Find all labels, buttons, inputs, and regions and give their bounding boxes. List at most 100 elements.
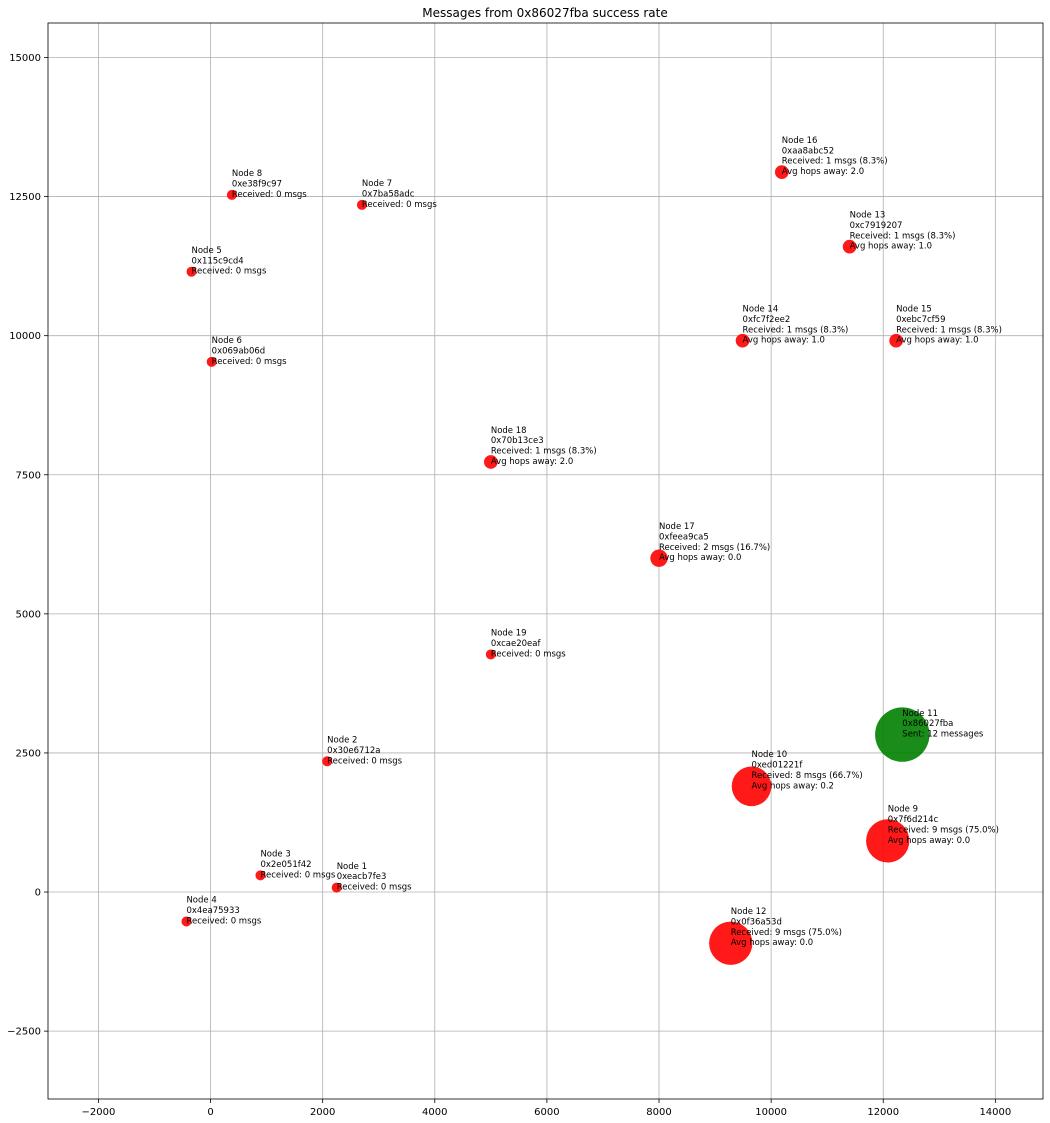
data-point-label: Received: 0 msgs bbox=[337, 883, 412, 893]
data-points bbox=[181, 165, 930, 965]
data-point-label: Avg hops away: 0.0 bbox=[659, 553, 741, 563]
data-point-label: Sent: 12 messages bbox=[902, 730, 984, 740]
data-point bbox=[731, 766, 772, 807]
data-point-label: Received: 0 msgs bbox=[212, 357, 287, 367]
x-tick-label: 2000 bbox=[310, 1107, 335, 1118]
data-point bbox=[485, 649, 496, 660]
chart-title: Messages from 0x86027fba success rate bbox=[422, 6, 667, 20]
y-tick-label: 2500 bbox=[16, 748, 41, 759]
data-point bbox=[255, 870, 266, 881]
data-point-label: Node 8 bbox=[232, 169, 262, 179]
y-tick-label: 5000 bbox=[16, 609, 41, 620]
data-point bbox=[322, 756, 333, 767]
y-tick-label: −2500 bbox=[7, 1027, 41, 1038]
data-point bbox=[875, 707, 930, 762]
data-point bbox=[889, 333, 903, 348]
plot-frame bbox=[47, 22, 1044, 1100]
data-point-label: Received: 2 msgs (16.7%) bbox=[659, 543, 770, 553]
data-point-label: Node 19 bbox=[491, 629, 527, 639]
y-tick-label: 12500 bbox=[9, 192, 41, 203]
data-point-label: Node 10 bbox=[752, 750, 788, 760]
data-point-label: Received: 0 msgs bbox=[362, 200, 437, 210]
data-point-label: 0x069ab06d bbox=[212, 346, 265, 356]
data-point-label: Node 9 bbox=[888, 805, 918, 815]
data-point bbox=[774, 165, 789, 179]
data-point bbox=[181, 916, 192, 927]
data-point-label: Received: 0 msgs bbox=[327, 756, 402, 766]
y-tick-label: 7500 bbox=[16, 470, 41, 481]
data-point-label: Avg hops away: 0.2 bbox=[752, 781, 834, 791]
data-point bbox=[356, 199, 367, 210]
data-point-label: Received: 0 msgs bbox=[232, 190, 307, 200]
data-point-label: Node 12 bbox=[731, 907, 767, 917]
data-point-label: Node 6 bbox=[212, 336, 242, 346]
data-point-label: 0xaa8abc52 bbox=[782, 146, 834, 156]
data-point-label: 0x0f36a53d bbox=[731, 917, 782, 927]
data-point-label: 0xeacb7fe3 bbox=[337, 872, 387, 882]
data-point-label: Received: 0 msgs bbox=[491, 649, 566, 659]
data-point-label: Received: 1 msgs (8.3%) bbox=[896, 325, 1002, 335]
data-point-label: Node 16 bbox=[782, 136, 818, 146]
data-point-label: Node 3 bbox=[260, 850, 290, 860]
x-tick-label: 14000 bbox=[979, 1107, 1011, 1118]
data-point-label: Avg hops away: 1.0 bbox=[743, 336, 825, 346]
data-point-label: Node 4 bbox=[186, 896, 216, 906]
x-tick-label: 0 bbox=[207, 1107, 213, 1118]
y-tick-label: 10000 bbox=[9, 331, 41, 342]
data-point-label: Received: 1 msgs (8.3%) bbox=[782, 157, 888, 167]
data-point-label: Received: 1 msgs (8.3%) bbox=[491, 447, 597, 457]
data-point bbox=[735, 333, 750, 348]
data-point-label: Node 5 bbox=[192, 246, 222, 256]
data-point-label: 0x2e051f42 bbox=[260, 860, 311, 870]
data-point bbox=[483, 455, 498, 469]
data-point-label: 0x86027fba bbox=[902, 719, 953, 729]
x-tick-label: 10000 bbox=[755, 1107, 787, 1118]
x-tick-label: −2000 bbox=[82, 1107, 116, 1118]
data-point-label: 0x70b13ce3 bbox=[491, 436, 544, 446]
data-point-label: Received: 0 msgs bbox=[186, 917, 261, 927]
data-point bbox=[650, 549, 668, 567]
data-point-label: 0xe38f9c97 bbox=[232, 180, 282, 190]
data-point-label: Node 7 bbox=[362, 179, 392, 189]
data-point-label: Received: 0 msgs bbox=[260, 870, 335, 880]
data-point-label: Avg hops away: 2.0 bbox=[782, 167, 864, 177]
data-point-label: Node 2 bbox=[327, 735, 357, 745]
data-point-label: 0xfc7f2ee2 bbox=[743, 315, 791, 325]
data-point bbox=[331, 882, 342, 893]
data-point-label: Avg hops away: 1.0 bbox=[896, 336, 978, 346]
data-point-label: Node 13 bbox=[850, 210, 886, 220]
data-point-label: Received: 9 msgs (75.0%) bbox=[888, 825, 999, 835]
data-point-label: Received: 1 msgs (8.3%) bbox=[850, 231, 956, 241]
data-point bbox=[709, 921, 753, 965]
data-point-label: Received: 9 msgs (75.0%) bbox=[731, 928, 842, 938]
data-point-label: Node 18 bbox=[491, 426, 527, 436]
x-tick-label: 8000 bbox=[646, 1107, 671, 1118]
data-point-label: 0x7f6d214c bbox=[888, 815, 939, 825]
data-point-label: Avg hops away: 0.0 bbox=[888, 836, 970, 846]
axis-ticks: −2000 0 2000 4000 6000 8000 10000 12000 14000 −25… bbox=[7, 53, 1011, 1118]
grid-lines bbox=[48, 23, 1043, 1099]
data-point-label: Received: 1 msgs (8.3%) bbox=[743, 325, 849, 335]
data-point-label: 0x115c9cd4 bbox=[192, 256, 244, 266]
data-point bbox=[866, 819, 910, 863]
data-point-label: 0x4ea75933 bbox=[186, 906, 239, 916]
data-point-label: 0xed01221f bbox=[752, 761, 804, 771]
data-point-label: Node 1 bbox=[337, 862, 367, 872]
x-tick-label: 12000 bbox=[867, 1107, 899, 1118]
data-point-label: Node 15 bbox=[896, 304, 932, 314]
data-point-label: Avg hops away: 0.0 bbox=[731, 938, 813, 948]
data-point bbox=[206, 356, 217, 367]
data-point bbox=[186, 266, 197, 277]
data-point-label: Received: 0 msgs bbox=[192, 267, 267, 277]
x-tick-label: 4000 bbox=[422, 1107, 447, 1118]
data-point-label: 0xc7919207 bbox=[850, 221, 903, 231]
data-point-label: Node 14 bbox=[743, 304, 779, 314]
data-point-label: Node 11 bbox=[902, 709, 938, 719]
data-point-label: 0xfeea9ca5 bbox=[659, 532, 709, 542]
data-point-label: Avg hops away: 2.0 bbox=[491, 457, 573, 467]
data-point-label: 0xcae20eaf bbox=[491, 639, 542, 649]
data-point-label: 0x30e6712a bbox=[327, 746, 380, 756]
data-point-label: 0x7ba58adc bbox=[362, 190, 415, 200]
